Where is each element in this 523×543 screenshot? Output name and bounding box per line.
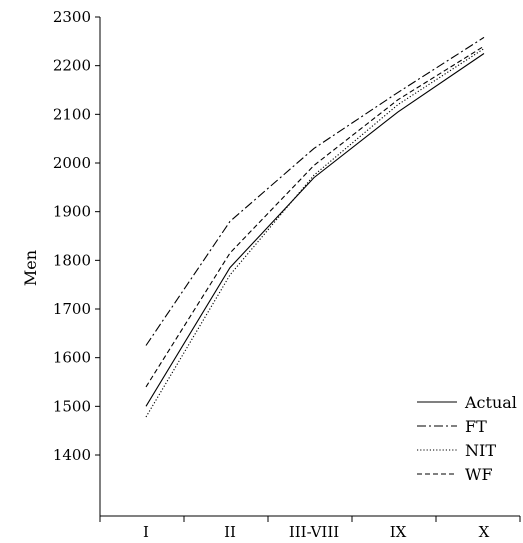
x-tick-label: IX (390, 523, 407, 541)
legend-label-wf: WF (465, 465, 493, 484)
series-lines (145, 36, 485, 418)
legend: Actual FT NIT WF (417, 393, 517, 484)
y-tick-label: 1800 (53, 251, 91, 269)
legend-label-nit: NIT (465, 441, 496, 460)
legend-label-actual: Actual (464, 393, 517, 412)
x-tick-label: III-VIII (289, 523, 339, 541)
y-tick-label: 2300 (53, 8, 91, 26)
x-tick-label: X (479, 523, 490, 541)
y-tick-label: 2000 (53, 154, 91, 172)
y-tick-label: 1900 (53, 203, 91, 221)
y-tick-label: 1700 (53, 300, 91, 318)
series-line-ft (145, 36, 485, 346)
series-line-wf (145, 45, 485, 388)
legend-label-ft: FT (465, 417, 487, 436)
x-axis: I II III-VIII IX X (99, 515, 521, 541)
y-axis-title: Men (21, 250, 40, 286)
y-tick-label: 2200 (53, 57, 91, 75)
x-tick-label: II (224, 523, 236, 541)
series-line-actual (145, 53, 485, 407)
y-tick-label: 1500 (53, 397, 91, 415)
y-axis: 1400 1500 1600 1700 1800 1900 2000 2100 2200 2300… (21, 8, 101, 516)
y-tick-label: 2100 (53, 105, 91, 123)
series-line-nit (145, 48, 485, 418)
y-tick-label: 1400 (53, 446, 91, 464)
x-tick-label: I (143, 523, 149, 541)
y-tick-label: 1600 (53, 349, 91, 367)
